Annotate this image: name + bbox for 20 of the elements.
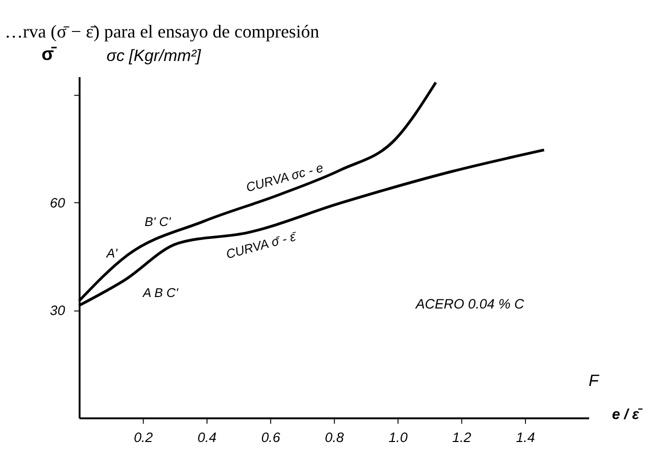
x-tick-label: 0.4: [198, 430, 217, 445]
annotation: B' C': [144, 214, 172, 229]
x-tick-label: 1.4: [516, 430, 536, 445]
x-tick-label: 1.0: [388, 430, 408, 445]
y-tick-label: 60: [50, 195, 66, 210]
text: CURVA σc - e: [244, 160, 325, 195]
annotation: A': [105, 246, 118, 261]
text: CURVA σ̄ - ε̄: [224, 228, 299, 262]
x-axis-title: e / ε̄: [612, 407, 644, 424]
chart-title: …rva (σ̄ − ε̄) para el ensayo de compresión: [4, 22, 320, 42]
x-tick-label: 0.8: [324, 430, 344, 445]
y-axis-title: σ̄: [42, 44, 57, 64]
x-tick-label: 0.6: [261, 430, 281, 445]
text: σc [Kgr/mm²]: [106, 47, 202, 66]
annotation: ACERO 0.04 % C: [414, 296, 524, 312]
annotation: A B C': [142, 284, 179, 300]
x-tick-label: 0.2: [134, 430, 154, 445]
y-tick-label: 30: [50, 303, 66, 318]
annotation: F: [588, 372, 600, 390]
x-tick-label: 1.2: [452, 430, 472, 445]
